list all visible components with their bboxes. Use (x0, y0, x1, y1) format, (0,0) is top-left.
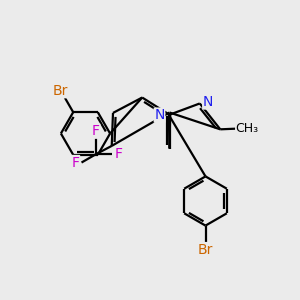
Text: Br: Br (198, 243, 213, 256)
Text: F: F (115, 147, 123, 161)
Text: N: N (154, 108, 165, 122)
Text: F: F (71, 155, 80, 170)
Text: CH₃: CH₃ (236, 122, 259, 135)
Text: Br: Br (53, 84, 68, 98)
Text: F: F (92, 124, 100, 138)
Text: N: N (203, 95, 213, 109)
